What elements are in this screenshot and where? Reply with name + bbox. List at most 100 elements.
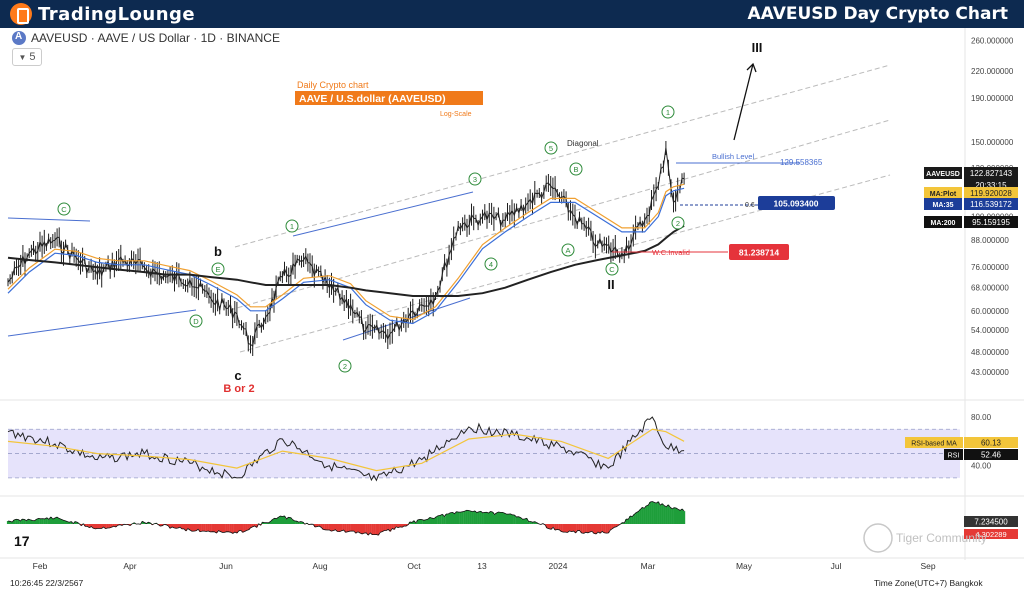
annotation-subtitle: AAVE / U.S.dollar (AAVEUSD) (299, 93, 446, 105)
y-tick-label: 60.000000 (971, 307, 1009, 316)
bullish-level-label: Bullish Level (712, 152, 754, 161)
rsi-tick-label: 40.00 (971, 462, 992, 471)
symbol-info[interactable]: AAVEUSD · AAVE / US Dollar · 1D · BINANC… (12, 31, 280, 45)
channel-middle-line (229, 119, 891, 311)
aave-logo-icon (12, 31, 26, 45)
ma-plot-line (7, 183, 685, 321)
ma35-line (7, 187, 685, 325)
wave-circle (57, 202, 71, 216)
indicator-toggle[interactable]: ▼ 5 (12, 48, 42, 66)
timezone: Time Zone(UTC+7) Bangkok (874, 578, 983, 588)
wave-circle-label: 1 (666, 108, 670, 117)
x-tick-label: Sep (920, 561, 935, 571)
brand: TradingLounge (10, 2, 195, 26)
wave-circle (561, 243, 575, 257)
wave-circle (484, 257, 498, 271)
rsi-value: 52.46 (981, 451, 1002, 460)
y-tick-label: 88.000000 (971, 236, 1009, 245)
annotation-scale-note: Log-Scale (440, 111, 472, 118)
x-tick-label: Aug (312, 561, 327, 571)
trendline (7, 309, 197, 337)
invalidation-label: W.C.Invalid (652, 248, 690, 257)
price-tag-label: MA:Plot (930, 191, 957, 198)
trendline (292, 191, 474, 237)
rsi-tick-label: 80.00 (971, 413, 992, 422)
wave-circle (468, 172, 482, 186)
rsi-tag-bg (944, 449, 963, 460)
y-tick-label: 190.000000 (971, 94, 1014, 103)
y-tick-label: 76.000000 (971, 263, 1009, 272)
y-tick-label: 54.000000 (971, 326, 1009, 335)
price-tag-value-bg (964, 216, 1018, 228)
wave-circle-label: D (193, 317, 199, 326)
wave-circle-label: E (215, 265, 220, 274)
price-tag-label: MA:200 (931, 220, 956, 227)
wave-circle-label: 2 (676, 219, 680, 228)
price-tag-label-bg (924, 167, 962, 179)
x-tick-label: Jul (831, 561, 842, 571)
wave-circle (569, 162, 583, 176)
price-tag-value-bg (964, 198, 1018, 210)
x-tick-label: May (736, 561, 753, 571)
rsi-ma-value-bg (964, 437, 1018, 448)
y-tick-label: 68.000000 (971, 284, 1009, 293)
oscillator-line (7, 501, 685, 536)
header-bar: TradingLounge AAVEUSD Day Crypto Chart (0, 0, 1024, 28)
y-tick-label: 220.000000 (971, 67, 1014, 76)
price-tag-label: MA:35 (932, 202, 953, 209)
ma200-line (7, 224, 685, 297)
fib-value-badge (758, 196, 835, 210)
osc-value-1: 7.234500 (974, 518, 1008, 527)
price-tag-value: 116.539172 (970, 200, 1012, 209)
wave-circle (661, 105, 675, 119)
page-title: AAVEUSD Day Crypto Chart (747, 4, 1008, 24)
wave-circle-label: C (61, 205, 67, 214)
rsi-tag-label: RSI (948, 453, 960, 460)
tradingview-logo-icon: 17 (14, 533, 30, 549)
brand-name: TradingLounge (38, 3, 196, 25)
x-tick-label: Apr (123, 561, 136, 571)
x-tick-label: Feb (33, 561, 48, 571)
price-tag-value: 119.920028 (970, 189, 1012, 198)
price-line (7, 147, 685, 347)
wave-circle (211, 262, 225, 276)
wave-circle (189, 314, 203, 328)
y-tick-label: 260.000000 (971, 36, 1014, 45)
indicator-count: 5 (29, 51, 36, 63)
wave-circle (671, 216, 685, 230)
wave-circle-label: C (609, 265, 615, 274)
y-tick-label: 48.000000 (971, 348, 1009, 357)
wave-circle-label: 3 (473, 175, 477, 184)
wave-label-b: b (214, 244, 222, 259)
y-tick-label: 43.000000 (971, 368, 1009, 377)
x-tick-label: 2024 (549, 561, 568, 571)
wave-label-c: c (234, 368, 241, 383)
wave-circle-label: 5 (549, 144, 553, 153)
brand-logo-icon (10, 3, 32, 25)
price-tag-label-bg (924, 216, 962, 228)
wave-circle-label: 2 (343, 362, 347, 371)
projection-arrow (733, 63, 754, 141)
price-tag-label: AAVEUSD (926, 171, 960, 178)
arrow-head-icon (746, 62, 757, 73)
countdown: 20:33:15 (975, 181, 1007, 190)
diagonal-label: Diagonal (567, 139, 599, 148)
wave-circle-label: 4 (489, 260, 493, 269)
watermark-text: Tiger Community (896, 531, 987, 545)
wave-circle-label: 1 (290, 222, 294, 231)
rsi-value-bg (964, 449, 1018, 460)
timestamp: 10:26:45 22/3/2567 (10, 578, 84, 588)
y-tick-label: 150.000000 (971, 138, 1014, 147)
osc-value-2: 4.302289 (975, 530, 1006, 539)
wave-circle (544, 141, 558, 155)
invalidation-value: 81.238714 (739, 248, 779, 258)
wave-label-b-or-2: B or 2 (223, 383, 254, 395)
bullish-level-value: 129.558365 (780, 158, 823, 167)
trendline (7, 217, 91, 222)
price-tag-value: 95.159195 (972, 218, 1010, 227)
fib-value: 105.093400 (774, 199, 819, 209)
annotation-title: Daily Crypto chart (297, 80, 369, 90)
price-tag-value-bg (964, 167, 1018, 179)
rsi-ma-tag-label: RSI-based MA (911, 441, 957, 448)
